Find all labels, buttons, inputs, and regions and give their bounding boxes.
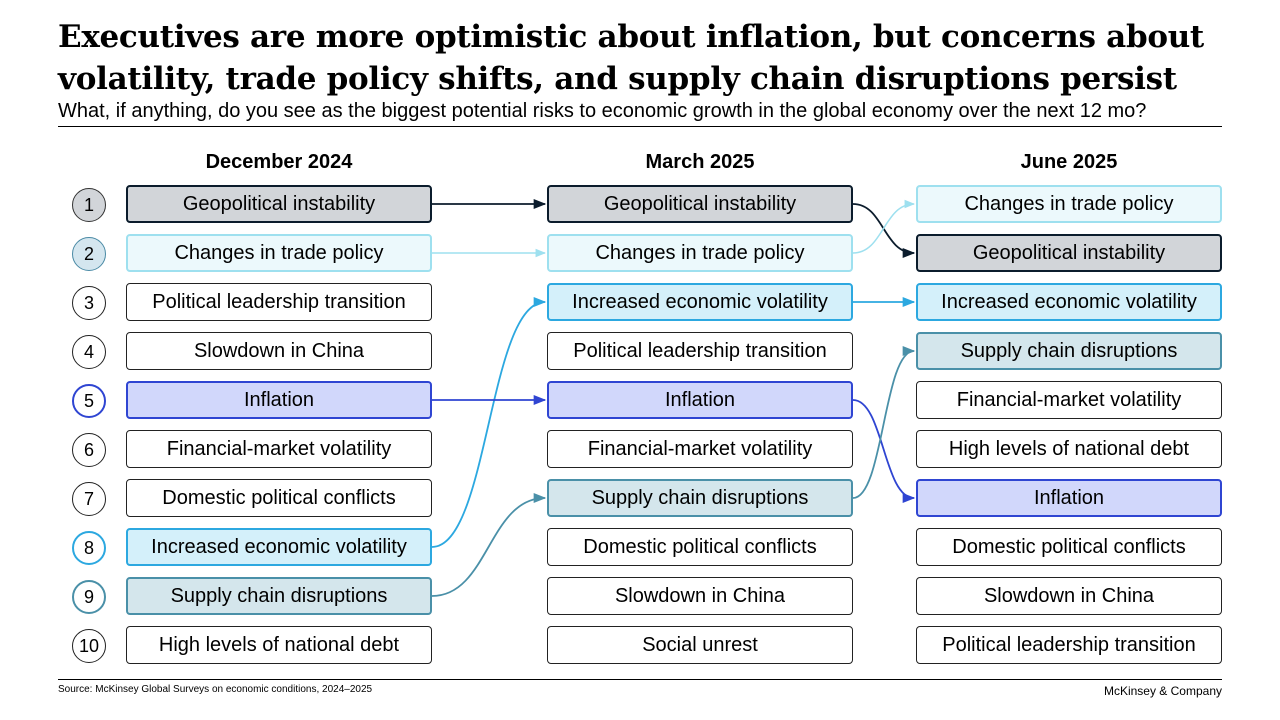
rank-badge: 9 bbox=[72, 580, 106, 614]
risk-box: Political leadership transition bbox=[126, 283, 432, 321]
risk-box: Changes in trade policy bbox=[547, 234, 853, 272]
risk-box: Social unrest bbox=[547, 626, 853, 664]
risk-box: Inflation bbox=[126, 381, 432, 419]
risk-box: Inflation bbox=[547, 381, 853, 419]
column-header-december-2024: December 2024 bbox=[205, 151, 353, 173]
risk-box: Supply chain disruptions bbox=[126, 577, 432, 615]
risk-box: Political leadership transition bbox=[547, 332, 853, 370]
risk-box: High levels of national debt bbox=[126, 626, 432, 664]
connector-arrow bbox=[431, 297, 547, 548]
connector-arrow bbox=[852, 199, 916, 254]
rank-badge: 4 bbox=[72, 335, 106, 369]
page-title: Executives are more optimistic about inf… bbox=[58, 16, 1238, 100]
risk-box: Changes in trade policy bbox=[126, 234, 432, 272]
risk-box: Financial-market volatility bbox=[126, 430, 432, 468]
rank-badge: 2 bbox=[72, 237, 106, 271]
source-note: Source: McKinsey Global Surveys on econo… bbox=[58, 684, 373, 695]
risk-box: Financial-market volatility bbox=[547, 430, 853, 468]
connector-arrow bbox=[852, 399, 916, 504]
risk-box: Inflation bbox=[916, 479, 1222, 517]
risk-box: Domestic political conflicts bbox=[547, 528, 853, 566]
risk-box: Domestic political conflicts bbox=[916, 528, 1222, 566]
rank-badge: 10 bbox=[72, 629, 106, 663]
risk-box: High levels of national debt bbox=[916, 430, 1222, 468]
risk-box: Slowdown in China bbox=[916, 577, 1222, 615]
risk-box: Slowdown in China bbox=[547, 577, 853, 615]
column-header-march-2025: March 2025 bbox=[645, 151, 755, 173]
risk-box: Geopolitical instability bbox=[547, 185, 853, 223]
rank-badge: 8 bbox=[72, 531, 106, 565]
connector-arrow bbox=[431, 492, 547, 597]
survey-question: What, if anything, do you see as the big… bbox=[58, 97, 1222, 127]
risk-box: Political leadership transition bbox=[916, 626, 1222, 664]
rank-badge: 7 bbox=[72, 482, 106, 516]
column-header-june-2025: June 2025 bbox=[1020, 151, 1118, 173]
footer-divider bbox=[58, 679, 1222, 680]
risk-box: Supply chain disruptions bbox=[547, 479, 853, 517]
risk-box: Changes in trade policy bbox=[916, 185, 1222, 223]
title-line-1: Executives are more optimistic about inf… bbox=[58, 19, 1204, 55]
title-line-2: volatility, trade policy shifts, and sup… bbox=[58, 61, 1177, 97]
risk-box: Increased economic volatility bbox=[547, 283, 853, 321]
risk-box: Increased economic volatility bbox=[916, 283, 1222, 321]
risk-box: Domestic political conflicts bbox=[126, 479, 432, 517]
risk-box: Financial-market volatility bbox=[916, 381, 1222, 419]
risk-box: Geopolitical instability bbox=[916, 234, 1222, 272]
risk-box: Slowdown in China bbox=[126, 332, 432, 370]
rank-badge: 5 bbox=[72, 384, 106, 418]
rank-badge: 1 bbox=[72, 188, 106, 222]
brand-wordmark: McKinsey & Company bbox=[1103, 684, 1222, 698]
risk-box: Geopolitical instability bbox=[126, 185, 432, 223]
connector-arrow bbox=[852, 346, 916, 499]
risk-box: Increased economic volatility bbox=[126, 528, 432, 566]
rank-badge: 3 bbox=[72, 286, 106, 320]
risk-box: Supply chain disruptions bbox=[916, 332, 1222, 370]
rank-badge: 6 bbox=[72, 433, 106, 467]
